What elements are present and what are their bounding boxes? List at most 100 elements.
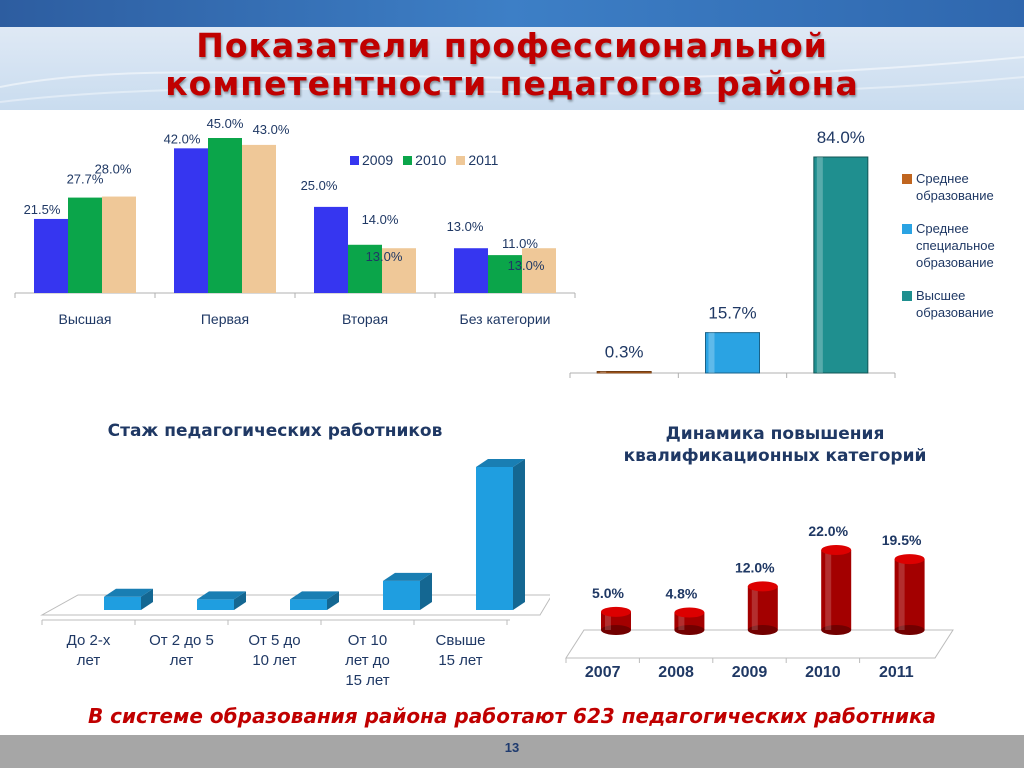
category-label: Без категории [460, 311, 551, 327]
bar-highlight [708, 332, 715, 373]
chart-education-level: 0.3% 15.7% 84.0% [569, 128, 896, 378]
data-label: 5.0% [592, 585, 624, 601]
legend-swatch [902, 174, 912, 184]
bar-top [601, 606, 631, 617]
bar-top [821, 545, 852, 555]
category-label: Вторая [342, 311, 388, 327]
bar-top [104, 588, 153, 597]
bar-top [197, 591, 246, 600]
bar-highlight [751, 586, 758, 630]
bar [197, 599, 234, 610]
bar-2011 [102, 196, 136, 293]
bar-top [290, 591, 339, 600]
category-label: 2009 [732, 664, 768, 681]
bar-base [747, 625, 778, 635]
slide-title-line2: компетентности педагогов района [165, 64, 859, 103]
bar [747, 586, 778, 630]
data-label: 13.0% [447, 219, 484, 234]
bar-top [383, 572, 432, 581]
data-label: 25.0% [301, 178, 338, 193]
bar-0 [596, 371, 652, 374]
category-label: 2011 [879, 664, 914, 681]
legend-label: Среднее специальное образование [916, 221, 995, 270]
data-label: 11.0% [502, 236, 538, 251]
category-label: 2010 [805, 664, 841, 681]
bar [476, 467, 513, 610]
bar [674, 612, 705, 630]
category-label: До 2-х лет [67, 632, 111, 669]
bar-top [894, 554, 925, 565]
legend-label: Высшее образование [916, 288, 994, 320]
chart3-title: Стаж педагогических работников [107, 421, 443, 441]
category-label: От 2 до 5 лет [149, 632, 214, 669]
bar-side [420, 572, 432, 610]
data-label: 42.0% [164, 131, 201, 146]
data-label: 84.0% [817, 128, 865, 147]
bar-2009 [174, 148, 208, 293]
legend-item-secondary: Среднее образование [902, 170, 1024, 204]
bar-highlight [816, 157, 823, 373]
legend-label: Среднее образование [916, 171, 994, 203]
legend-swatch [403, 156, 413, 165]
legend-swatch [902, 224, 912, 234]
legend-swatch [350, 156, 359, 165]
bar-base [821, 625, 852, 635]
bar-top [747, 581, 778, 592]
bar-highlight [600, 371, 607, 373]
header-wave-decoration [0, 56, 1024, 103]
category-label: Первая [201, 311, 249, 327]
bar [104, 596, 141, 610]
bar-2010 [208, 138, 242, 293]
data-label: 43.0% [253, 122, 290, 137]
bar-base [894, 625, 925, 635]
legend-item-secondary-special: Среднее специальное образование [902, 220, 1024, 271]
bar-highlight [605, 611, 611, 630]
bar-2011 [382, 248, 416, 293]
data-label: 12.0% [735, 559, 775, 575]
bar [290, 599, 327, 610]
bar-2 [813, 156, 869, 374]
data-label: 27.7% [67, 172, 104, 187]
chart2-legend: Среднее образование Среднее специальное … [902, 170, 1024, 337]
category-label: Свыше 15 лет [436, 632, 486, 669]
bar-2009 [454, 248, 488, 293]
page-number: 13 [504, 740, 520, 755]
data-label: 0.3% [605, 343, 644, 362]
data-label: 14.0% [362, 212, 399, 227]
bar-side [327, 591, 339, 610]
footer-statement: В системе образования района работают 62… [87, 704, 937, 728]
bar-side [141, 588, 153, 610]
legend-item-higher: Высшее образование [902, 287, 1024, 321]
bar-2011 [242, 144, 276, 293]
header-band [0, 27, 1024, 110]
bar-2011 [522, 248, 556, 293]
category-label: От 5 до 10 лет [248, 632, 300, 669]
bar-2010 [68, 197, 102, 293]
bar-base [601, 625, 631, 635]
data-label: 13.0% [508, 258, 545, 273]
legend-label: 2009 [362, 152, 394, 168]
bar-side [234, 591, 246, 610]
legend-item-2011: 2011 [456, 152, 498, 168]
data-label: 45.0% [207, 116, 244, 131]
data-label: 28.0% [95, 162, 132, 177]
bar-top [476, 459, 525, 467]
bar [601, 611, 631, 630]
legend-item-2010: 2010 [403, 152, 446, 168]
chart-qualification-dynamics: 5.0% 4.8% 12.0% 22.0% 19.5% 2007 2008 2009 2010 2… [565, 523, 954, 681]
data-label: 15.7% [708, 304, 756, 323]
category-label: 2007 [585, 664, 621, 681]
data-label: 13.0% [366, 249, 403, 264]
bar-2009 [314, 206, 348, 293]
bar-highlight [898, 559, 905, 630]
legend-item-2009: 2009 [350, 152, 393, 168]
slide-title-line1: Показатели профессиональной [196, 26, 828, 65]
category-label: Высшая [59, 311, 112, 327]
legend-label: 2010 [415, 152, 447, 168]
bar-2010 [348, 244, 382, 293]
chart-qualification-categories: 21.5% 27.7%28.0% Высшая 42.0% 45.0% 43.0% Перв… [14, 116, 576, 327]
bar [383, 580, 420, 610]
data-label: 19.5% [882, 532, 922, 548]
legend-label: 2011 [468, 152, 499, 168]
bar-2009 [34, 218, 68, 293]
